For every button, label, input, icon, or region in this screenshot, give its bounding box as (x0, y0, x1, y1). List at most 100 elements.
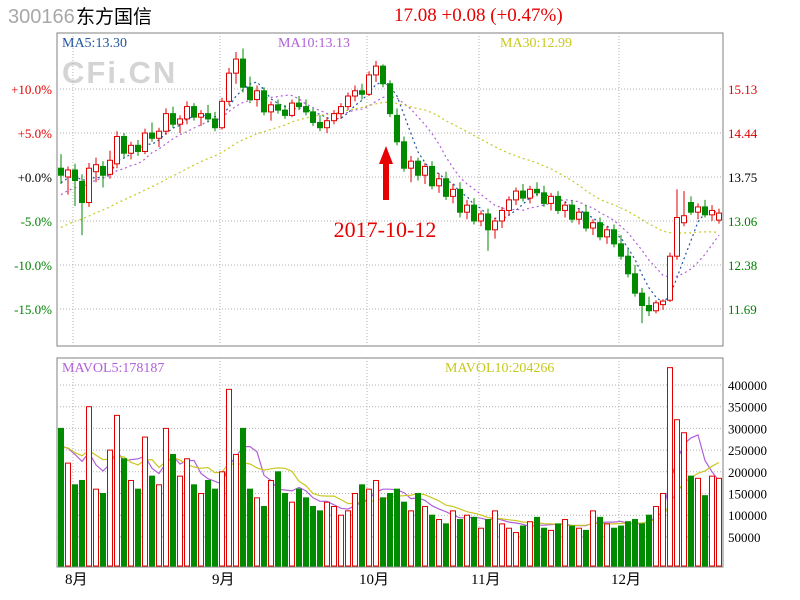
candle-body (156, 130, 162, 139)
volume-bar (457, 519, 463, 567)
volume-bar (233, 453, 239, 567)
candle-body (513, 190, 519, 201)
annotation-arrow-icon (379, 146, 393, 200)
mavol10-label: MAVOL10:204266 (445, 361, 554, 376)
volume-bar (541, 527, 547, 567)
candle-body (163, 113, 169, 132)
volume-bar (415, 493, 421, 567)
candle-body (555, 195, 561, 211)
stock-name: 东方国信 (76, 6, 152, 28)
candle-body (506, 199, 512, 211)
candle-body (324, 120, 330, 129)
volume-axis-label: 150000 (728, 487, 767, 502)
volume-bar (688, 475, 694, 567)
volume-bar (247, 488, 253, 567)
candle-body (534, 188, 540, 194)
volume-bar (576, 527, 582, 567)
volume-bar (618, 525, 624, 567)
candle-body (492, 220, 498, 231)
candle-body (373, 65, 379, 76)
volume-bar (709, 475, 715, 567)
pct-axis-label: +10.0% (11, 82, 52, 97)
candle-body (198, 113, 204, 118)
candle-body (576, 211, 582, 220)
candle-body (345, 95, 351, 108)
volume-bar (527, 521, 533, 567)
volume-bar (268, 479, 274, 567)
candle-body (268, 104, 274, 113)
candle-body (499, 209, 505, 222)
candle-body (415, 160, 421, 176)
pct-axis-label: -5.0% (21, 214, 53, 229)
pct-axis-label: +0.0% (18, 170, 53, 185)
volume-bar (261, 506, 267, 567)
volume-bar (611, 527, 617, 567)
candle-body (72, 169, 78, 182)
candle-body (170, 113, 176, 125)
candle-body (604, 229, 610, 238)
volume-bar (506, 527, 512, 567)
volume-bar (142, 436, 148, 567)
month-label: 11月 (471, 572, 500, 588)
volume-bar (695, 477, 701, 567)
candle-body (667, 255, 673, 301)
volume-bar (464, 514, 470, 567)
candle-body (219, 100, 225, 129)
candle-body (65, 169, 71, 178)
mavol5-label: MAVOL5:178187 (62, 361, 164, 376)
volume-bar (520, 525, 526, 567)
volume-bar (303, 497, 309, 567)
volume-bar (471, 516, 477, 567)
candle-body (394, 114, 400, 143)
volume-bar (632, 519, 638, 567)
candle-body (317, 121, 323, 129)
candle-body (359, 90, 365, 95)
month-label: 8月 (65, 572, 88, 588)
volume-bar (436, 519, 442, 567)
candle-body (716, 212, 722, 221)
candle-body (443, 178, 449, 197)
volume-bar (226, 388, 232, 567)
volume-bar (191, 484, 197, 567)
volume-bar (219, 471, 225, 567)
candle-body (485, 213, 491, 231)
candle-body (282, 109, 288, 116)
pct-axis-label: +5.0% (18, 126, 53, 141)
volume-bar (170, 453, 176, 567)
candle-body (338, 106, 344, 115)
volume-bar (590, 510, 596, 567)
axis-labels: +10.0% +5.0% +0.0% -5.0% -10.0% -15.0% 15.13 14… (11, 82, 767, 545)
candle-body (142, 132, 148, 152)
volume-bar (443, 523, 449, 567)
candle-body (226, 72, 232, 102)
price-axis-label: 12.38 (728, 258, 757, 273)
ma30-line (60, 101, 720, 234)
candle-body (583, 211, 589, 229)
candle-body (296, 102, 302, 108)
ma30-label: MA30:12.99 (500, 36, 572, 51)
volume-axis-label: 400000 (728, 378, 767, 393)
candle-body (478, 213, 484, 222)
volume-bar (569, 525, 575, 567)
ma10-label: MA10:13.13 (278, 36, 350, 51)
candle-body (548, 195, 554, 204)
candle-body (303, 106, 309, 113)
candle-body (527, 188, 533, 199)
month-labels: 8月 9月 10月 11月 12月 (65, 572, 641, 588)
volume-bar (282, 493, 288, 567)
volume-bar (639, 523, 645, 567)
candle-body (436, 178, 442, 187)
volume-bar (58, 427, 64, 567)
volume-bar (485, 519, 491, 567)
volume-bar (184, 458, 190, 567)
candle-body (541, 192, 547, 204)
price-panel-frame (56, 32, 724, 347)
volume-axis-label: 300000 (728, 421, 767, 436)
candle-body (653, 302, 659, 312)
candle-body (450, 188, 456, 197)
candle-body (625, 255, 631, 275)
volume-bar (177, 475, 183, 567)
candle-body (121, 136, 127, 154)
